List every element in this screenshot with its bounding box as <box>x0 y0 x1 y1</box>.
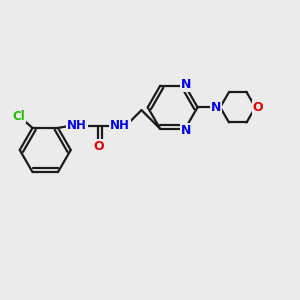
Text: NH: NH <box>110 119 130 132</box>
Text: O: O <box>253 101 263 114</box>
Text: Cl: Cl <box>13 110 25 122</box>
Text: N: N <box>181 78 192 91</box>
Text: O: O <box>93 140 104 153</box>
Text: N: N <box>181 124 192 137</box>
Text: NH: NH <box>67 119 87 132</box>
Text: N: N <box>211 101 221 114</box>
